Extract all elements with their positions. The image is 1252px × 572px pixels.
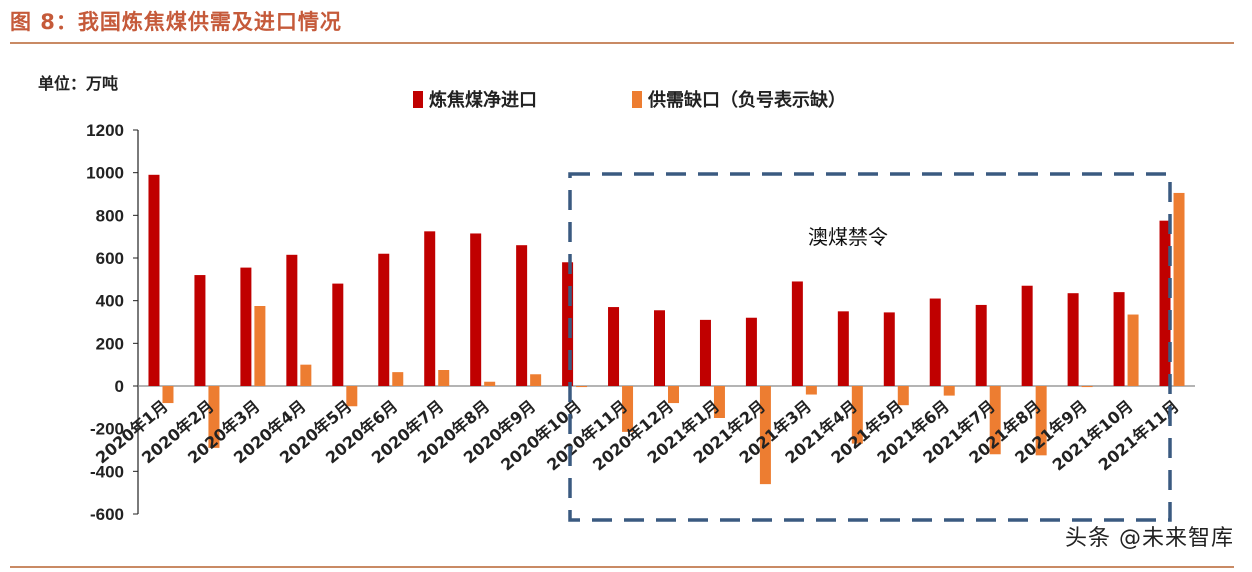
bar-supply-gap (622, 386, 634, 432)
bar-supply-gap (897, 386, 909, 406)
legend-label-import: 炼焦煤净进口 (429, 90, 537, 111)
bar-supply-gap (300, 364, 312, 386)
annotation-label: 澳煤禁令 (808, 225, 888, 249)
bar-supply-gap (576, 386, 588, 388)
bar-net-import (699, 319, 711, 386)
bar-net-import (470, 233, 482, 386)
bar-supply-gap (668, 386, 679, 404)
y-tick-label: 600 (96, 249, 124, 268)
bar-net-import (975, 304, 987, 386)
bar-net-import (883, 312, 895, 386)
bar-net-import (194, 275, 206, 386)
y-tick-label: -200 (90, 420, 124, 439)
bar-net-import (1113, 292, 1125, 386)
y-tick-label: -400 (90, 462, 124, 481)
bar-supply-gap (208, 386, 220, 448)
bar-supply-gap (392, 372, 404, 386)
ban-period-box (568, 172, 1172, 522)
bar-net-import (378, 253, 390, 386)
bar-net-import (608, 307, 620, 386)
bar-supply-gap (759, 386, 771, 485)
bar-supply-gap (1127, 314, 1139, 386)
bar-supply-gap (530, 374, 542, 386)
y-tick-label: 800 (96, 206, 124, 225)
legend-swatch-import (413, 90, 423, 108)
bar-net-import (424, 231, 436, 386)
bar-supply-gap (1081, 386, 1093, 388)
legend-label-gap: 供需缺口（负号表示缺） (648, 90, 846, 111)
y-tick-label: 200 (96, 334, 124, 353)
bar-net-import (654, 310, 665, 386)
bar-supply-gap (162, 386, 174, 404)
y-tick-label: 1200 (86, 121, 124, 140)
bar-net-import (148, 174, 160, 386)
unit-label: 单位：万吨 (38, 74, 119, 93)
y-tick-label: 1000 (86, 164, 124, 183)
title-divider (10, 42, 1234, 44)
legend-item-gap: 供需缺口（负号表示缺） (632, 86, 846, 112)
bar-supply-gap (254, 306, 266, 386)
legend-swatch-gap (632, 90, 642, 108)
figure-title: 图 8：我国炼焦煤供需及进口情况 (10, 10, 342, 34)
bar-supply-gap (438, 370, 450, 386)
bar-net-import (332, 283, 344, 386)
bottom-divider (10, 566, 1234, 568)
bar-net-import (791, 281, 803, 386)
bar-net-import (1021, 285, 1033, 386)
bar-supply-gap (713, 386, 725, 418)
bar-supply-gap (484, 381, 496, 386)
y-tick-label: 0 (115, 377, 124, 396)
bar-supply-gap (1173, 192, 1185, 386)
bar-supply-gap (346, 386, 358, 407)
bar-supply-gap (1035, 386, 1047, 456)
bar-net-import (562, 262, 574, 386)
bar-net-import (929, 298, 941, 386)
bar-net-import (1067, 293, 1079, 386)
bar-net-import (1159, 220, 1171, 386)
bar-net-import (240, 267, 252, 386)
watermark: 头条 @未来智库 (1065, 526, 1234, 551)
bar-supply-gap (943, 386, 955, 396)
bar-net-import (286, 254, 298, 386)
bar-supply-gap (851, 386, 863, 444)
legend-item-import: 炼焦煤净进口 (413, 86, 537, 112)
bar-supply-gap (989, 386, 1001, 455)
bar-net-import (516, 245, 528, 386)
y-tick-label: -600 (90, 505, 124, 524)
bar-net-import (837, 311, 849, 386)
bar-net-import (745, 317, 757, 386)
bar-supply-gap (805, 386, 817, 395)
y-tick-label: 400 (96, 292, 124, 311)
